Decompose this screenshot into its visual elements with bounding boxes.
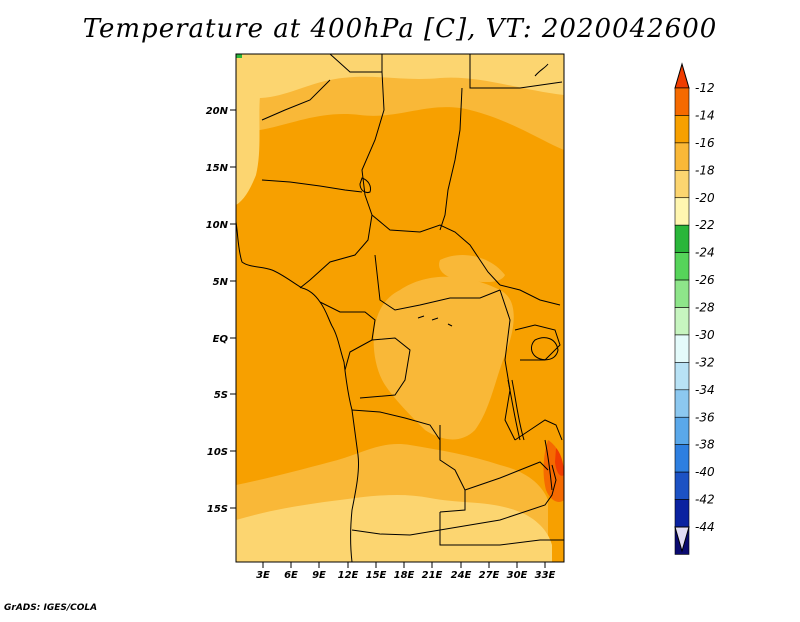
border-chad-sudan	[439, 87, 463, 231]
lon-label: 15E	[366, 570, 387, 581]
colorbar-label: -42	[695, 493, 715, 507]
border-cameroon-car	[371, 214, 501, 286]
temperature-field	[236, 54, 564, 562]
lake-tanganyika	[507, 379, 525, 441]
lon-label: 30E	[507, 570, 528, 581]
colorbar-label: -44	[695, 520, 715, 534]
lake-malawi	[544, 439, 553, 491]
border-libya-egypt	[469, 54, 563, 89]
lake-chad	[359, 177, 371, 193]
field-east-central	[439, 255, 505, 283]
lat-label: 20N	[206, 106, 229, 117]
colorbar-label: -14	[695, 108, 715, 122]
colorbar-label: -26	[695, 273, 715, 287]
colorbar-swatch	[674, 170, 690, 199]
colorbar-swatch	[674, 416, 690, 445]
lat-label: 5S	[214, 390, 228, 401]
lat-label: EQ	[213, 334, 229, 345]
lon-label: 18E	[394, 570, 415, 581]
border-algeria-libya	[329, 53, 383, 73]
colorbar-label: -32	[695, 355, 715, 369]
river-congo-marks	[417, 315, 453, 327]
border-namibia	[439, 512, 564, 546]
lon-label: 33E	[535, 570, 556, 581]
lat-label: 5N	[213, 277, 229, 288]
lon-label: 3E	[256, 570, 270, 581]
colorbar-label: -34	[695, 383, 715, 397]
lon-label: 12E	[338, 570, 359, 581]
field-east-hot	[555, 448, 564, 476]
colorbar-label: -40	[695, 465, 715, 479]
border-gabon	[319, 301, 376, 371]
colorbar-label: -22	[695, 218, 715, 232]
border-mozambique	[529, 464, 557, 511]
lat-label: 10S	[207, 447, 228, 458]
border-tanzania	[514, 419, 563, 441]
lon-label: 24E	[451, 570, 472, 581]
lon-label: 6E	[284, 570, 298, 581]
border-car-congo	[374, 254, 501, 311]
colorbar-label: -36	[695, 410, 715, 424]
lake-victoria	[531, 337, 559, 361]
lon-label: 9E	[312, 570, 326, 581]
colorbar-swatch	[674, 499, 690, 528]
border-drc-east	[499, 289, 516, 441]
field-central-light	[373, 276, 514, 440]
coast-detail-red-sea	[534, 63, 549, 77]
border-angola-north	[351, 409, 441, 441]
colorbar-swatch	[674, 142, 690, 171]
border-niger-nigeria	[261, 179, 363, 193]
lat-ticks	[230, 109, 236, 509]
lat-label: 15N	[206, 163, 229, 174]
colorbar-swatch	[674, 307, 690, 336]
map-borders	[235, 53, 564, 563]
colorbar-label: -28	[695, 301, 715, 315]
lat-labels: 20N 15N 10N 5N EQ 5S 10S 15S	[206, 106, 229, 515]
colorbar-label: -16	[695, 136, 715, 150]
colorbar-swatch	[674, 252, 690, 281]
colorbar: -12 -14 -16 -18 -20 -22 -24 -26 -28 -30 -32 -34 -36 -…	[674, 62, 715, 555]
border-mali-niger	[261, 79, 331, 121]
lon-ticks	[262, 562, 546, 568]
lat-label: 10N	[206, 220, 229, 231]
grads-credit: GrADS: IGES/COLA	[4, 603, 98, 613]
colorbar-label: -18	[695, 163, 715, 177]
colorbar-swatch	[674, 334, 690, 363]
map-frame	[235, 53, 565, 563]
map-title: Temperature at 400hPa [C], VT: 202004260…	[82, 14, 718, 44]
colorbar-label: -30	[695, 328, 715, 342]
colorbar-swatch	[674, 471, 690, 500]
border-uganda	[514, 324, 561, 361]
border-congo-drc	[359, 337, 411, 399]
lon-labels: 3E 6E 9E 12E 15E 18E 21E 24E 27E 30E 33E	[256, 570, 555, 581]
lon-label: 27E	[479, 570, 500, 581]
border-angola-east	[439, 425, 466, 513]
colorbar-swatch	[674, 389, 690, 418]
colorbar-label: -20	[695, 191, 715, 205]
colorbar-swatch	[674, 87, 690, 116]
colorbar-label: -24	[695, 246, 715, 260]
lon-label: 21E	[422, 570, 443, 581]
colorbar-label: -38	[695, 438, 715, 452]
colorbar-bottom-triangle	[674, 526, 690, 553]
colorbar-swatch	[674, 115, 690, 144]
border-zambia	[464, 461, 549, 491]
field-nw-lighter	[236, 92, 260, 205]
coastline-west-africa	[235, 221, 359, 563]
colorbar-top-triangle	[674, 62, 690, 89]
border-sudan-south	[499, 284, 561, 306]
colorbar-swatch	[674, 362, 690, 391]
colorbar-swatch	[674, 444, 690, 473]
field-green-speck	[236, 54, 242, 58]
colorbar-swatch	[674, 224, 690, 253]
colorbar-swatch	[674, 279, 690, 308]
field-north-lighter	[236, 54, 564, 99]
colorbar-swatch	[674, 197, 690, 226]
colorbar-label: -12	[695, 81, 715, 95]
lat-label: 15S	[207, 504, 228, 515]
